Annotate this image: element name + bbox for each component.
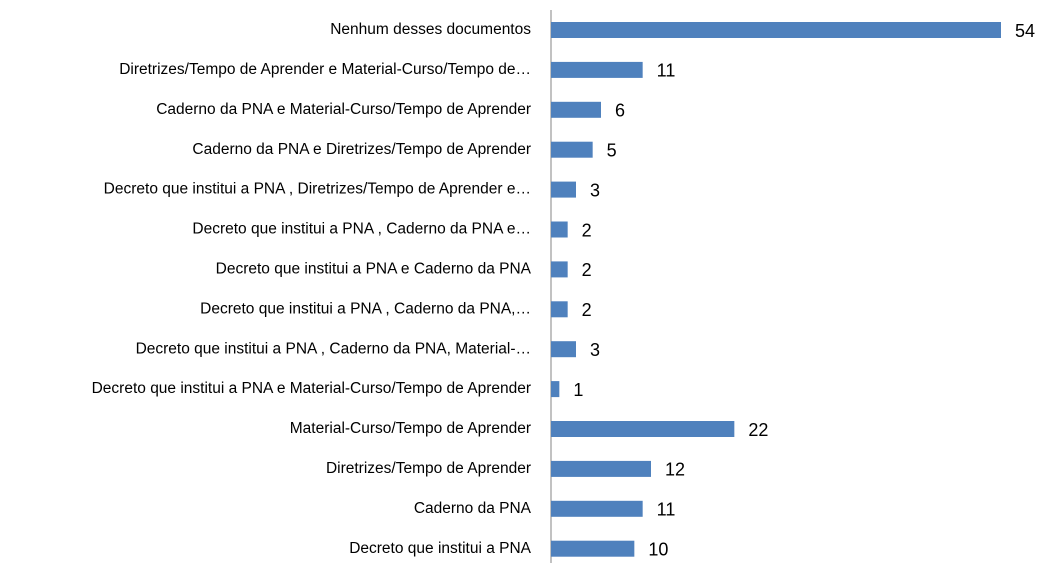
bar (551, 500, 643, 517)
value-label: 3 (590, 180, 600, 200)
category-label: Decreto que institui a PNA , Caderno da … (136, 340, 531, 357)
category-label: Caderno da PNA (414, 500, 532, 517)
category-label: Decreto que institui a PNA , Caderno da … (192, 221, 531, 238)
bar (551, 421, 735, 437)
category-label: Caderno da PNA e Diretrizes/Tempo de Apr… (192, 141, 531, 158)
bar (551, 181, 576, 198)
value-label: 22 (748, 420, 768, 440)
bar (551, 221, 568, 238)
value-label: 2 (582, 260, 592, 280)
bar (551, 540, 635, 557)
value-label: 3 (590, 340, 600, 360)
bar (551, 141, 593, 158)
value-label: 1 (573, 380, 583, 400)
value-label: 54 (1015, 21, 1035, 41)
category-label: Diretrizes/Tempo de Aprender (326, 460, 531, 477)
category-label: Material-Curso/Tempo de Aprender (290, 420, 531, 437)
value-label: 2 (582, 300, 592, 320)
category-label: Decreto que institui a PNA , Caderno da … (200, 300, 531, 317)
value-label: 12 (665, 460, 685, 480)
value-label: 5 (607, 140, 617, 160)
category-label: Decreto que institui a PNA e Material-Cu… (92, 380, 531, 397)
bar (551, 381, 560, 398)
category-label: Decreto que institui a PNA e Caderno da … (216, 260, 532, 277)
category-label: Diretrizes/Tempo de Aprender e Material-… (119, 61, 531, 78)
bar (551, 301, 568, 318)
value-label: 11 (657, 500, 676, 520)
bar (551, 261, 568, 278)
value-label: 11 (657, 61, 676, 81)
value-label: 6 (615, 101, 625, 121)
value-label: 10 (648, 539, 668, 559)
category-label: Decreto que institui a PNA (349, 540, 531, 557)
category-label: Nenhum desses documentos (330, 21, 531, 38)
bar (551, 101, 601, 118)
bar (551, 460, 651, 477)
category-label: Caderno da PNA e Material-Curso/Tempo de… (156, 101, 531, 118)
bar (551, 61, 643, 78)
category-label: Decreto que institui a PNA , Diretrizes/… (104, 181, 531, 198)
bar (551, 22, 1001, 38)
bar (551, 341, 576, 358)
value-label: 2 (582, 220, 592, 240)
